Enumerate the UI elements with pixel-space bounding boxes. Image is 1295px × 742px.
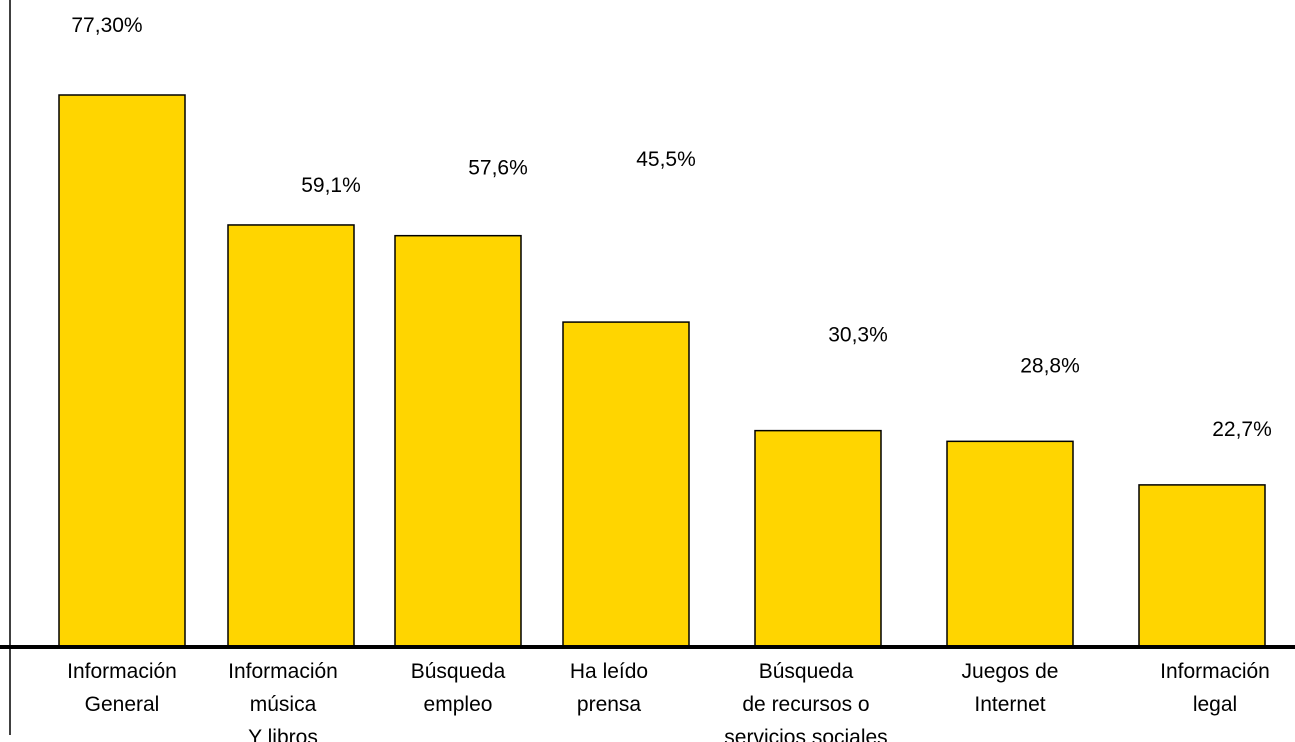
bar-3 — [562, 321, 690, 648]
bar-6 — [1138, 484, 1266, 648]
category-label-2-line-1: empleo — [424, 693, 493, 716]
bar-2 — [394, 234, 522, 648]
category-label-1-line-1: música — [250, 693, 317, 716]
category-label-0-line-1: General — [85, 693, 160, 716]
data-label-4: 30,3% — [828, 324, 888, 347]
category-label-6-line-0: Información — [1160, 660, 1270, 683]
category-label-3-line-1: prensa — [577, 693, 642, 716]
category-label-2-line-0: Búsqueda — [411, 660, 506, 683]
category-label-4-line-1: de recursos o — [742, 693, 869, 716]
category-label-4-line-2: servicios sociales — [724, 726, 887, 742]
data-label-5: 28,8% — [1020, 354, 1080, 377]
category-label-5-line-1: Internet — [974, 693, 1045, 716]
bar-1 — [227, 224, 355, 648]
bar-0 — [58, 94, 186, 648]
bar-5 — [946, 440, 1074, 648]
data-label-3: 45,5% — [636, 148, 696, 171]
data-label-6: 22,7% — [1212, 418, 1272, 441]
category-label-4-line-0: Búsqueda — [759, 660, 854, 683]
category-label-0-line-0: Información — [67, 660, 177, 683]
data-label-2: 57,6% — [468, 157, 528, 180]
data-label-1: 59,1% — [301, 174, 361, 197]
category-label-5-line-0: Juegos de — [962, 660, 1059, 683]
data-label-0: 77,30% — [71, 14, 142, 37]
category-label-6-line-1: legal — [1193, 693, 1237, 716]
category-label-3-line-0: Ha leído — [570, 660, 648, 683]
category-label-1-line-2: Y libros — [248, 726, 318, 742]
bar-4 — [754, 429, 882, 648]
category-label-1-line-0: Información — [228, 660, 338, 683]
